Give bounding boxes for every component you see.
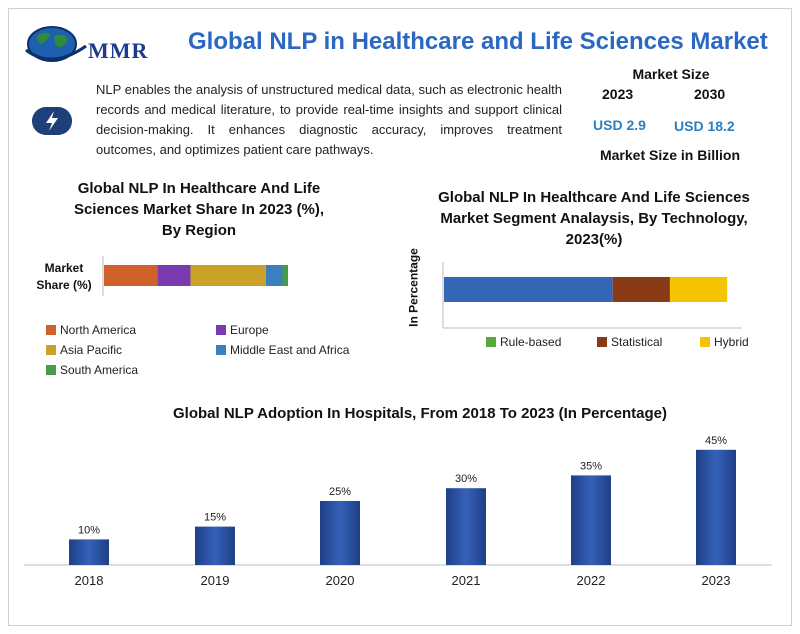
technology-chart-ylabel: In Percentage	[406, 248, 421, 327]
technology-bar-hybrid	[444, 277, 613, 302]
legend-label: Middle East and Africa	[230, 343, 350, 357]
adoption-data-label: 15%	[204, 512, 226, 524]
adoption-bar-2023	[696, 449, 736, 565]
market-size-value-1: USD 2.9	[593, 117, 646, 133]
mmr-globe-logo	[25, 26, 87, 62]
region-bar-south-america	[282, 265, 288, 286]
legend-swatch	[46, 345, 56, 355]
legend-swatch	[46, 365, 56, 375]
adoption-chart: 10% 2018 15% 2019 25% 2020 30% 2021 35% 2022 45% 20…	[24, 435, 772, 588]
market-size-title: Market Size	[632, 66, 710, 82]
legend-label: Europe	[230, 323, 269, 337]
legend-label: Statistical	[611, 335, 663, 349]
region-chart-title: Global NLP In Healthcare And Life Scienc…	[73, 180, 325, 239]
technology-chart-title: Global NLP In Healthcare And Life Scienc…	[438, 189, 750, 248]
region-chart	[102, 256, 288, 296]
legend-swatch	[216, 345, 226, 355]
adoption-data-label: 45%	[705, 435, 727, 447]
technology-bar-statistical	[612, 277, 670, 302]
adoption-data-label: 35%	[580, 460, 602, 472]
legend-label: South America	[60, 363, 139, 377]
adoption-x-tick: 2021	[452, 573, 481, 588]
legend-swatch	[597, 337, 607, 347]
legend-item-europe: Europe	[216, 323, 269, 337]
adoption-x-tick: 2018	[75, 573, 104, 588]
region-chart-ylabel: Market Share (%)	[36, 261, 92, 292]
page-title: Global NLP in Healthcare and Life Scienc…	[188, 28, 768, 55]
region-bar-asia-pacific	[190, 265, 266, 286]
intro-description: NLP enables the analysis of unstructured…	[96, 82, 562, 157]
legend-swatch	[216, 325, 226, 335]
adoption-x-tick: 2023	[702, 573, 731, 588]
legend-label: North America	[60, 323, 137, 337]
adoption-chart-title: Global NLP Adoption In Hospitals, From 2…	[173, 405, 667, 422]
adoption-bar-2021	[446, 488, 486, 565]
adoption-x-tick: 2019	[201, 573, 230, 588]
adoption-bar-2020	[320, 501, 360, 565]
legend-item-north-america: North America	[46, 323, 136, 337]
technology-chart	[442, 262, 742, 329]
technology-bar-rule-based	[669, 277, 728, 302]
legend-item-hybrid: Hybrid	[700, 335, 749, 349]
legend-item-asia-pacific: Asia Pacific	[46, 343, 122, 357]
market-size-value-2: USD 18.2	[674, 118, 735, 134]
legend-label: Hybrid	[714, 335, 749, 349]
lightning-bolt-icon	[32, 107, 72, 135]
legend-swatch	[700, 337, 710, 347]
legend-item-middle-east-and-africa: Middle East and Africa	[216, 343, 349, 357]
legend-item-statistical: Statistical	[597, 335, 662, 349]
adoption-data-label: 30%	[455, 473, 477, 485]
legend-label: Asia Pacific	[60, 343, 123, 357]
legend-swatch	[46, 325, 56, 335]
adoption-bar-2018	[69, 539, 109, 565]
market-size-year-2: 2030	[694, 86, 726, 102]
legend-label: Rule-based	[500, 335, 562, 349]
region-bar-middle-east-and-africa	[265, 265, 283, 286]
adoption-x-tick: 2020	[326, 573, 355, 588]
adoption-x-tick: 2022	[577, 573, 606, 588]
adoption-bar-2022	[571, 475, 611, 565]
logo-text: MMR	[88, 38, 149, 63]
legend-item-rule-based: Rule-based	[486, 335, 561, 349]
legend-item-south-america: South America	[46, 363, 138, 377]
region-bar-europe	[157, 265, 191, 286]
legend-swatch	[486, 337, 496, 347]
infographic-frame	[8, 8, 792, 626]
region-bar-north-america	[104, 265, 158, 286]
market-size-year-1: 2023	[602, 86, 634, 102]
market-size-unit: Market Size in Billion	[599, 147, 741, 163]
adoption-data-label: 10%	[78, 524, 100, 536]
adoption-bar-2019	[195, 526, 235, 565]
adoption-data-label: 25%	[329, 486, 351, 498]
